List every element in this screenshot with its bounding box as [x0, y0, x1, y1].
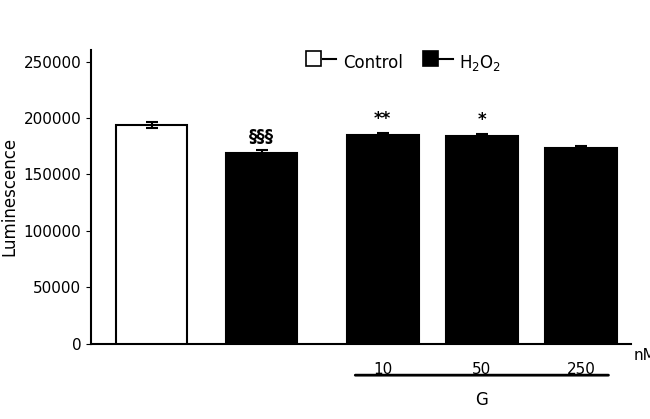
Bar [226, 153, 298, 344]
Text: *: * [478, 111, 486, 129]
Bar [446, 136, 517, 344]
Text: nM: nM [633, 349, 650, 364]
Bar [116, 125, 187, 344]
Text: 250: 250 [567, 362, 595, 377]
Text: 50: 50 [473, 362, 491, 377]
Text: G: G [475, 391, 488, 409]
Legend: Control, H$_2$O$_2$: Control, H$_2$O$_2$ [306, 53, 502, 73]
Bar [545, 148, 617, 344]
Text: **: ** [374, 110, 391, 128]
Text: §§§: §§§ [249, 128, 274, 146]
Text: 10: 10 [373, 362, 393, 377]
Y-axis label: Luminescence: Luminescence [0, 137, 18, 256]
Bar [347, 135, 419, 344]
